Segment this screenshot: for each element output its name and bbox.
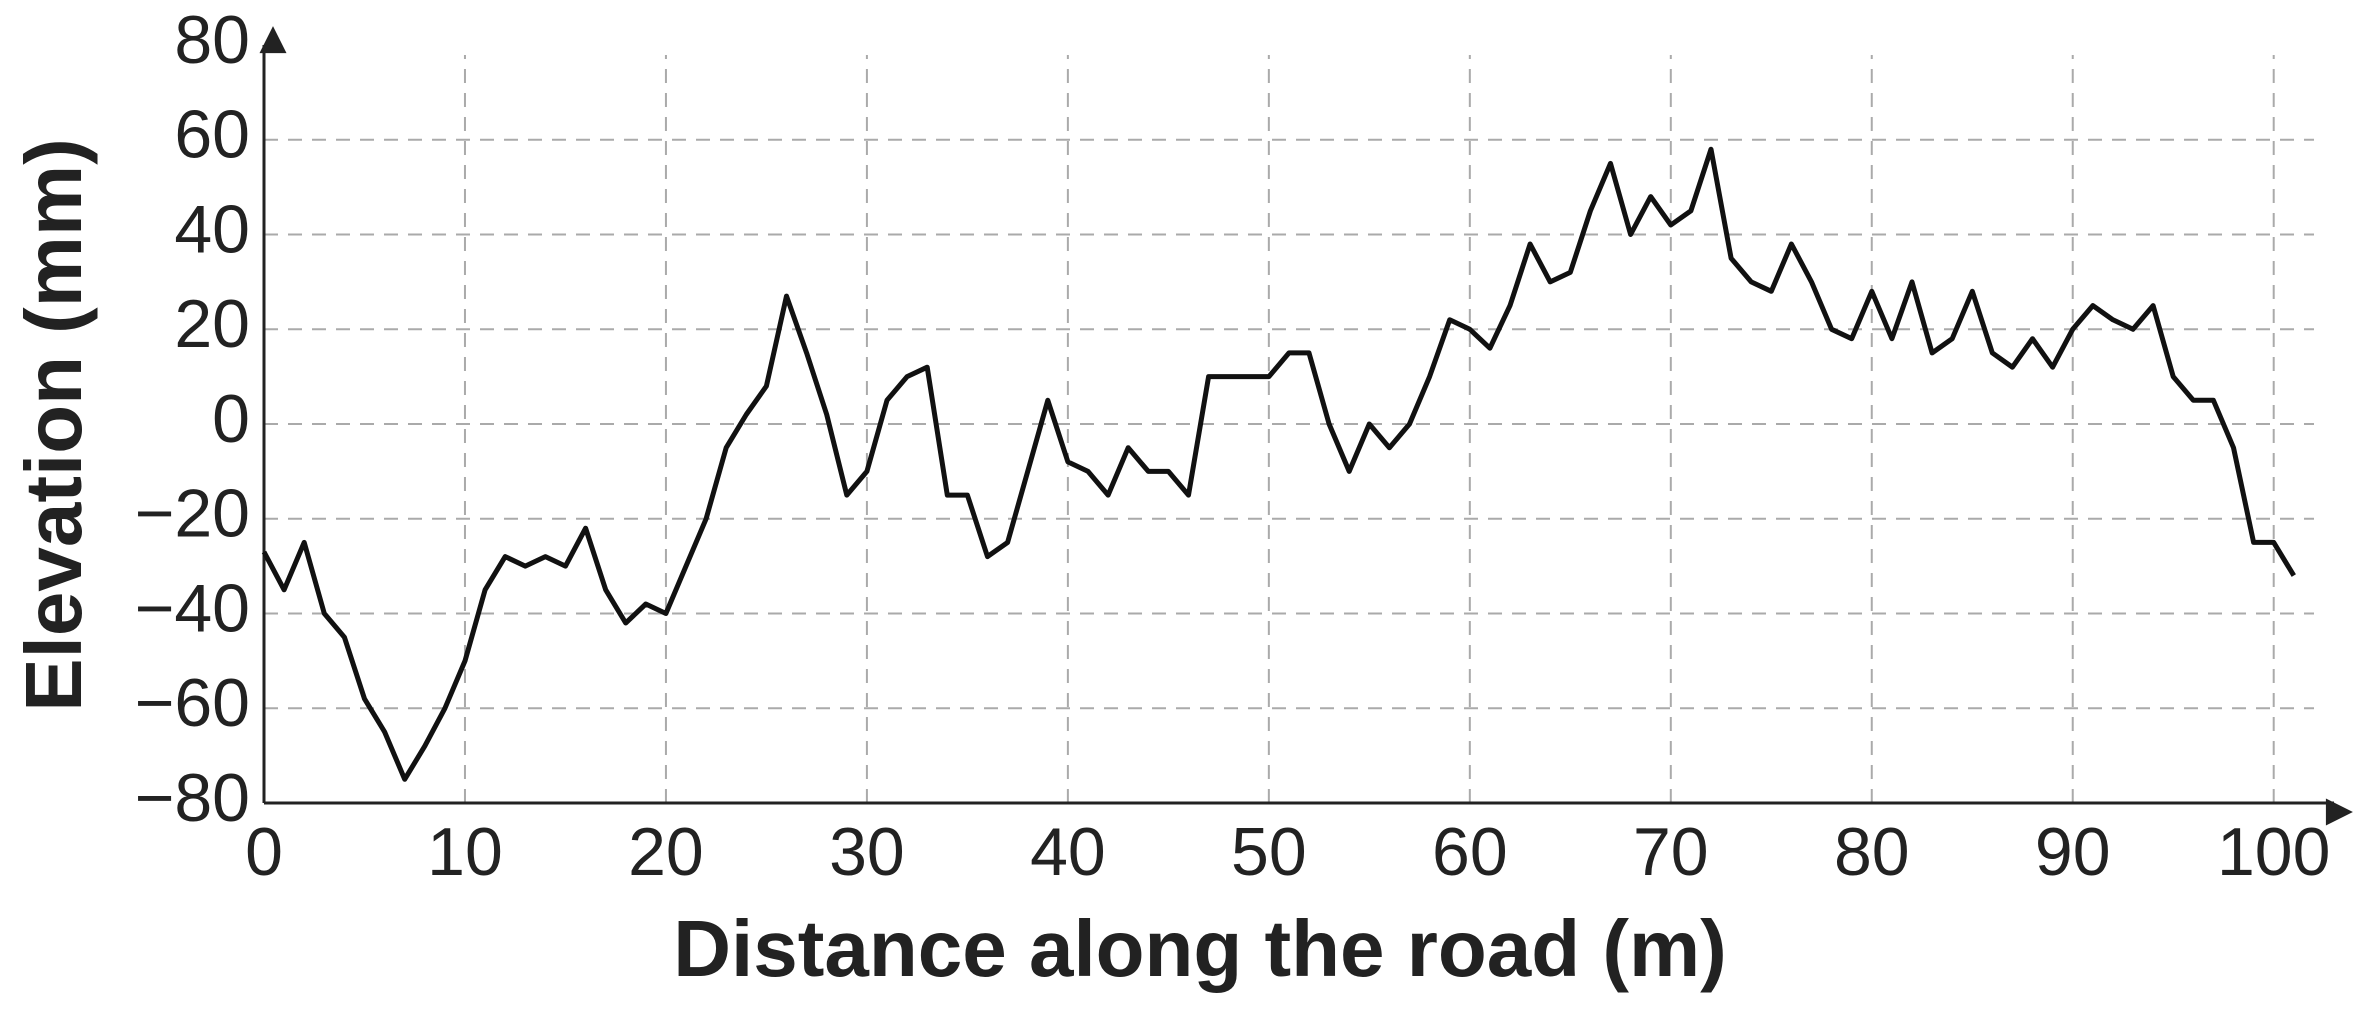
y-tick-label: −80 (135, 760, 250, 836)
x-tick-label: 80 (1834, 814, 1910, 890)
y-tick-label: −60 (135, 665, 250, 741)
x-tick-label: 20 (628, 814, 704, 890)
x-tick-label: 70 (1633, 814, 1709, 890)
x-tick-label: 10 (427, 814, 503, 890)
data-line (261, 146, 2296, 782)
x-tick-label: 90 (2035, 814, 2111, 890)
y-tick-label: −40 (135, 570, 250, 646)
y-tick-label: −20 (135, 476, 250, 552)
x-tick-label: 40 (1030, 814, 1106, 890)
x-tick-label: 60 (1432, 814, 1508, 890)
y-axis-title: Elevation (mm) (9, 138, 98, 711)
y-tick-label: 60 (174, 97, 250, 173)
y-tick-label: 0 (212, 381, 250, 457)
x-tick-label: 30 (829, 814, 905, 890)
x-axis-title: Distance along the road (m) (673, 904, 1726, 993)
x-tick-label: 50 (1231, 814, 1307, 890)
y-tick-label: 40 (174, 191, 250, 267)
y-tick-label: 80 (174, 2, 250, 78)
x-tick-label: 100 (2217, 814, 2330, 890)
y-tick-label: 20 (174, 286, 250, 362)
x-tick-label: 0 (245, 814, 283, 890)
